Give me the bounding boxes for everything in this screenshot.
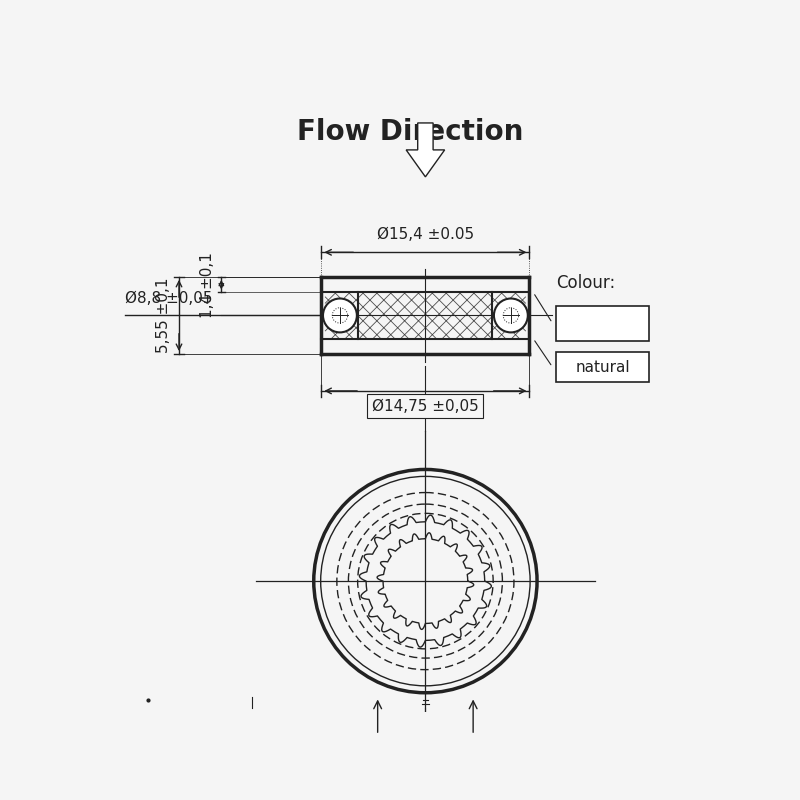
Text: Colour:: Colour: [556,274,615,292]
Bar [556,353,649,382]
Circle shape [323,298,357,332]
Text: 1,4 ±0,1: 1,4 ±0,1 [200,252,215,318]
Circle shape [494,298,528,332]
Text: Ø15,4 ±0.05: Ø15,4 ±0.05 [377,226,474,242]
Text: 5,55 ±0,1: 5,55 ±0,1 [156,278,171,354]
Text: Ø8,8 ±0,05: Ø8,8 ±0,05 [125,291,213,306]
Text: Ø14,75 ±0,05: Ø14,75 ±0,05 [372,398,478,414]
Text: Flow Direction: Flow Direction [297,118,523,146]
Polygon shape [406,123,445,177]
Bar [556,306,649,341]
Text: natural: natural [575,359,630,374]
